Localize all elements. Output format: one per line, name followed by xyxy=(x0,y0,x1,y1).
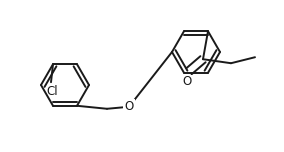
Text: Cl: Cl xyxy=(46,85,58,98)
Text: O: O xyxy=(124,100,134,113)
Text: O: O xyxy=(182,75,192,88)
